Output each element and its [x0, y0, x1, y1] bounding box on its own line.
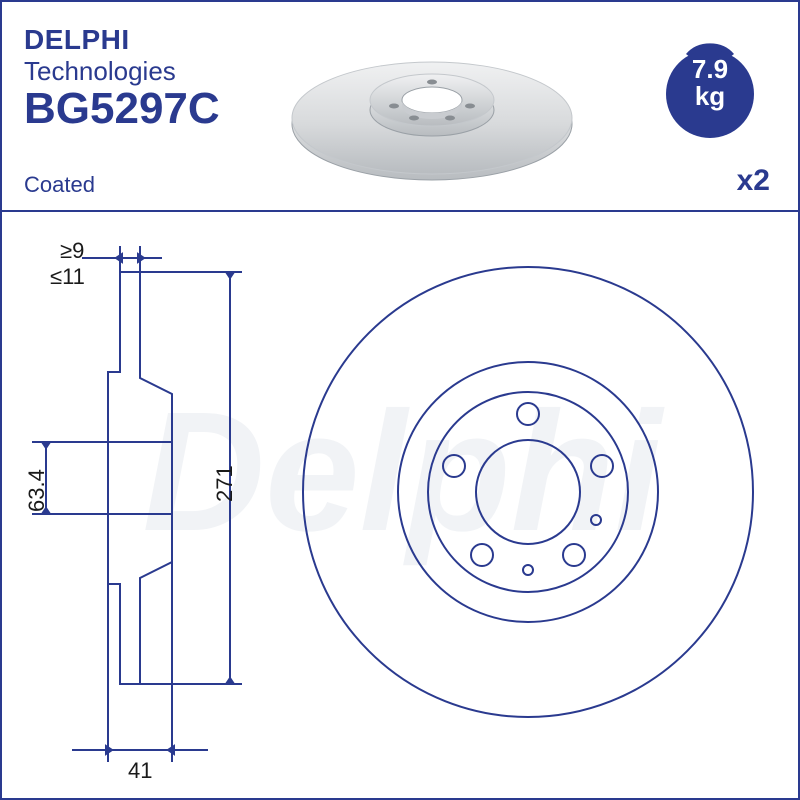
brand-subtitle: Technologies — [24, 56, 176, 87]
brand-block: DELPHI Technologies — [24, 24, 176, 87]
dim-hub-height: 63.4 — [24, 469, 50, 512]
coated-label: Coated — [24, 172, 95, 198]
disc-side-view — [12, 232, 292, 792]
technical-drawing: Delphi — [2, 212, 798, 798]
spec-card: DELPHI Technologies BG5297C Coated — [0, 0, 800, 800]
quantity-label: x2 — [737, 164, 770, 198]
dim-min-thickness: ≥9 — [60, 238, 84, 264]
weight-badge: 7.9 kg — [650, 20, 770, 140]
disc-front-view — [288, 252, 768, 732]
dim-max-thickness: ≤11 — [50, 264, 85, 290]
brand-name: DELPHI — [24, 24, 176, 56]
dim-hat-width: 41 — [128, 758, 152, 784]
product-render — [282, 14, 582, 194]
header-region: DELPHI Technologies BG5297C Coated — [2, 2, 798, 212]
part-number: BG5297C — [24, 84, 220, 134]
dim-outer-width: 271 — [212, 465, 238, 502]
